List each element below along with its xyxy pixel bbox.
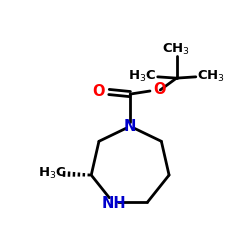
Text: CH$_3$: CH$_3$ (162, 42, 190, 56)
Text: O: O (153, 82, 166, 98)
Text: H$_3$C: H$_3$C (128, 69, 156, 84)
Text: H$_3$C: H$_3$C (38, 166, 66, 181)
Text: N: N (124, 119, 136, 134)
Text: CH$_3$: CH$_3$ (197, 69, 225, 84)
Text: O: O (92, 84, 105, 98)
Text: NH: NH (102, 196, 126, 211)
